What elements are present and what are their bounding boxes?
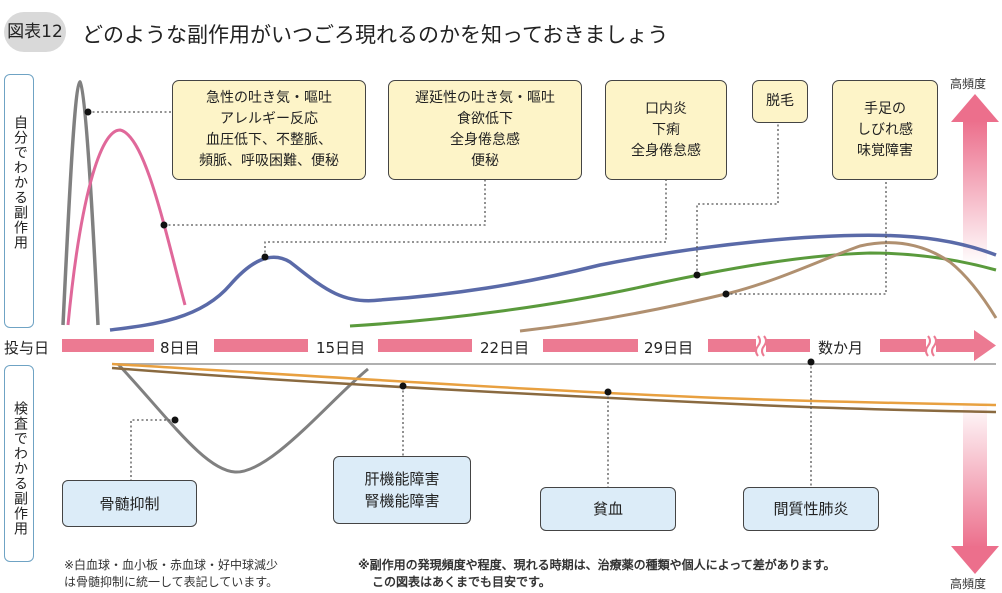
lab-liver-kidney-dysfunction: 肝機能障害 腎機能障害 — [333, 456, 471, 524]
footnote-disclaimer-line1: ※副作用の発現頻度や程度、現れる時期は、治療薬の種類や個人によって差があります。 — [358, 558, 836, 572]
footnote-disclaimer-line2: この図表はあくまでも目安です。 — [372, 575, 551, 589]
timeline-label-months: 数か月 — [816, 337, 866, 358]
timeline-break-marks — [755, 335, 937, 357]
frequency-arrow-bottom — [951, 400, 999, 574]
lab-interstitial-pneumonia: 間質性肺炎 — [743, 487, 879, 531]
timeline-label-day-22: 22日目 — [478, 337, 532, 358]
lab-anemia: 貧血 — [540, 487, 676, 531]
figure-number-badge: 図表12 — [4, 12, 66, 52]
frequency-label-bottom: 高頻度 — [950, 577, 987, 591]
callout-stomatitis: 口内炎 下痢 全身倦怠感 — [605, 80, 727, 180]
allergy-curve — [66, 128, 187, 326]
anemia-curve — [111, 366, 997, 414]
callout-acute-nausea: 急性の吐き気・嘔吐 アレルギー反応 血圧低下、不整脈、 頻脈、呼吸困難、便秘 — [172, 80, 366, 180]
subjective-effects-category: 自分でわかる副作用 — [4, 74, 34, 328]
callout-hair-loss: 脱毛 — [752, 80, 808, 123]
timeline-label-day-15: 15日目 — [314, 337, 368, 358]
leader-lines — [88, 111, 887, 487]
liver-kidney-curve — [111, 362, 997, 407]
bone-marrow-curve — [116, 362, 369, 474]
delayed-nausea-curve — [109, 233, 997, 332]
lab-bone-marrow-suppression: 骨髄抑制 — [62, 480, 197, 527]
subjective-effects-label: 自分でわかる副作用 — [12, 115, 28, 250]
timeline-label-day-8: 8日目 — [158, 337, 202, 358]
acute-nausea-curve — [61, 79, 100, 326]
figure-title: どのような副作用がいつごろ現れるのかを知っておきましょう — [82, 23, 669, 47]
callout-delayed-nausea: 遅延性の吐き気・嘔吐 食欲低下 全身倦怠感 便秘 — [388, 80, 582, 180]
curve-markers — [84, 108, 815, 424]
timeline-label-day-1: 投与日 — [2, 337, 52, 358]
hair-loss-curve — [519, 241, 998, 333]
lab-effects-category: 検査でわかる副作用 — [4, 365, 34, 562]
frequency-label-top: 高頻度 — [950, 77, 987, 91]
lab-effects-label: 検査でわかる副作用 — [12, 401, 28, 536]
stomatitis-curve — [349, 251, 997, 328]
footnote-bone-marrow: ※白血球・血小板・赤血球・好中球減少 は骨髄抑制に統一して表記しています。 — [64, 558, 279, 589]
frequency-arrow-top — [951, 94, 999, 266]
callout-numbness: 手足の しびれ感 味覚障害 — [832, 80, 938, 180]
timeline-bar — [62, 330, 996, 361]
timeline-label-day-29: 29日目 — [642, 337, 696, 358]
